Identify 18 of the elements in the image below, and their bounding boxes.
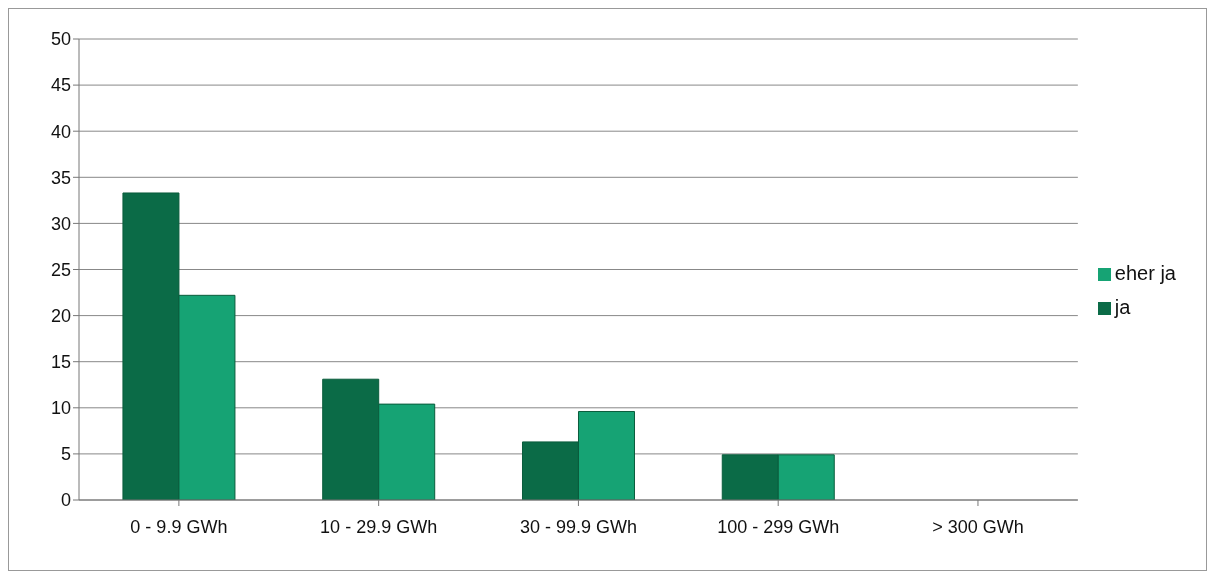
x-tick-label: 10 - 29.9 GWh: [320, 516, 438, 537]
y-tick-label: 15: [50, 352, 71, 373]
y-tick-label: 20: [50, 305, 71, 326]
y-tick-label: 50: [50, 29, 71, 50]
y-tick-label: 25: [50, 259, 71, 280]
x-tick-label: 0 - 9.9 GWh: [130, 516, 228, 537]
y-tick-label: 35: [50, 167, 71, 188]
legend-label: eher ja: [1114, 261, 1176, 284]
x-tick-label: > 300 GWh: [932, 516, 1024, 537]
y-tick-label: 5: [60, 444, 71, 465]
y-tick-label: 10: [50, 398, 71, 419]
y-tick-label: 45: [50, 75, 71, 96]
y-tick-label: 40: [50, 121, 71, 142]
legend-label: ja: [1114, 295, 1131, 318]
y-tick-label: 0: [60, 490, 71, 511]
x-tick-label: 30 - 99.9 GWh: [519, 516, 637, 537]
x-tick-label: 100 - 299 GWh: [717, 516, 840, 537]
y-tick-label: 30: [50, 213, 71, 234]
